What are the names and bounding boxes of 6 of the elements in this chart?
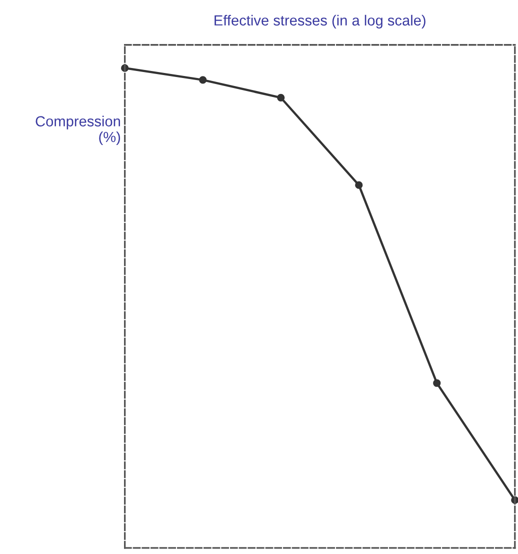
y-axis-title: Compression (%) bbox=[36, 116, 120, 146]
point bbox=[199, 76, 207, 84]
point bbox=[355, 181, 363, 189]
x-axis-title: Effective stresses (in a log scale) bbox=[214, 14, 426, 28]
point bbox=[433, 379, 441, 387]
point bbox=[277, 94, 285, 102]
